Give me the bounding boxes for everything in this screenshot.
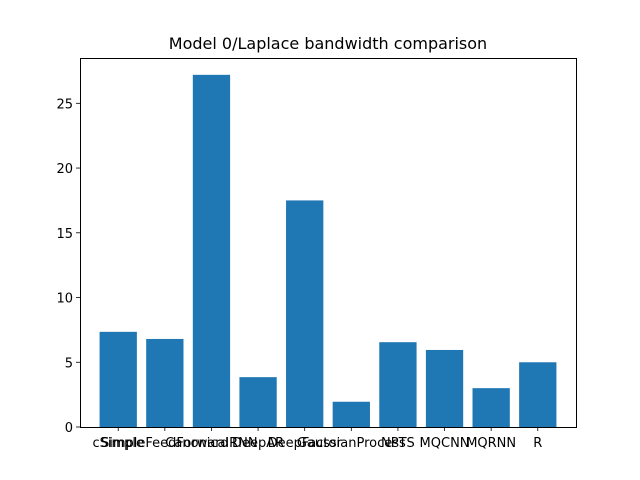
bar-DeepAR xyxy=(239,377,277,427)
x-tick-label: DeepAR xyxy=(232,436,284,451)
y-tick-label: 25 xyxy=(56,97,73,112)
bar-CanonicalRNN xyxy=(192,74,231,428)
x-tick-label: MQCNN xyxy=(420,436,470,451)
x-tick-label: cSimple xyxy=(92,436,144,451)
x-tick-label: NPTS xyxy=(381,436,415,451)
y-tick-label: 15 xyxy=(56,227,73,242)
bar-cSimple xyxy=(99,331,137,427)
y-tick-label: 0 xyxy=(65,421,73,436)
bar-MQRNN xyxy=(472,388,510,427)
bar-SimpleFeedForward xyxy=(146,338,184,427)
x-tick-label: MQRNN xyxy=(466,436,516,451)
bars-group xyxy=(99,74,557,428)
bar-MQCNN xyxy=(425,349,464,427)
x-tick-label: DeepFactor xyxy=(268,436,343,451)
x-tick-label: SimpleFeedForward xyxy=(101,436,229,451)
y-tick-label: 20 xyxy=(56,162,73,177)
x-axis: cSimpleSimpleFeedForwardCanonicalRNNDeep… xyxy=(92,427,542,451)
x-tick-label: R xyxy=(533,436,542,451)
chart-title: Model 0/Laplace bandwidth comparison xyxy=(169,34,487,53)
x-tick-label: CanonicalRNN xyxy=(165,436,257,451)
bar-DeepFactor xyxy=(286,200,324,427)
y-tick-label: 10 xyxy=(56,292,73,307)
y-axis: 0 5 10 15 20 25 xyxy=(56,97,80,436)
bar-R xyxy=(519,362,557,427)
plot-frame xyxy=(80,58,577,428)
bar-NPTS xyxy=(379,342,417,427)
bar-GaussianProcess xyxy=(332,401,370,427)
y-tick-label: 5 xyxy=(65,356,73,371)
x-tick-label: GaussianProcess xyxy=(297,436,406,451)
